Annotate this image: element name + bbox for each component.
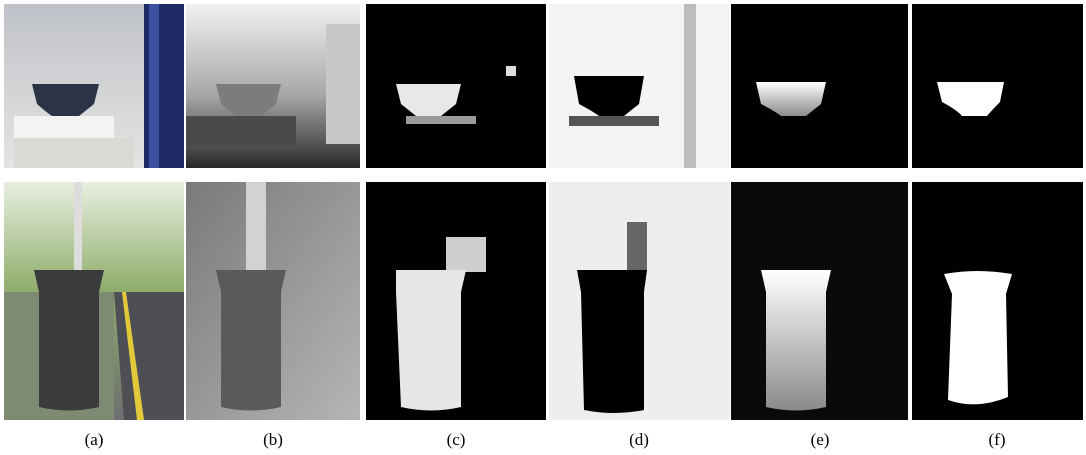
- panel-label: (f): [989, 430, 1006, 449]
- image-b-bowl: [186, 4, 360, 168]
- panel-label: (a): [85, 430, 104, 449]
- image-d-bin: [549, 182, 730, 420]
- image-b-bin: [186, 182, 360, 420]
- image-e-bin: [731, 182, 908, 420]
- image-c-bin: [366, 182, 546, 420]
- panel-label: (c): [447, 430, 466, 449]
- image-a-bin: [4, 182, 184, 420]
- image-c-bowl: [366, 4, 546, 168]
- image-e-bowl: [731, 4, 908, 168]
- panel-label: (d): [629, 430, 649, 449]
- panel-label: (e): [811, 430, 830, 449]
- panel-label: (b): [263, 430, 283, 449]
- image-d-bowl: [549, 4, 730, 168]
- image-a-bowl: [4, 4, 184, 168]
- image-f-bin: [912, 182, 1083, 420]
- figure: (a) (b) (c) (d) (e) (f): [0, 0, 1086, 455]
- image-f-bowl: [912, 4, 1083, 168]
